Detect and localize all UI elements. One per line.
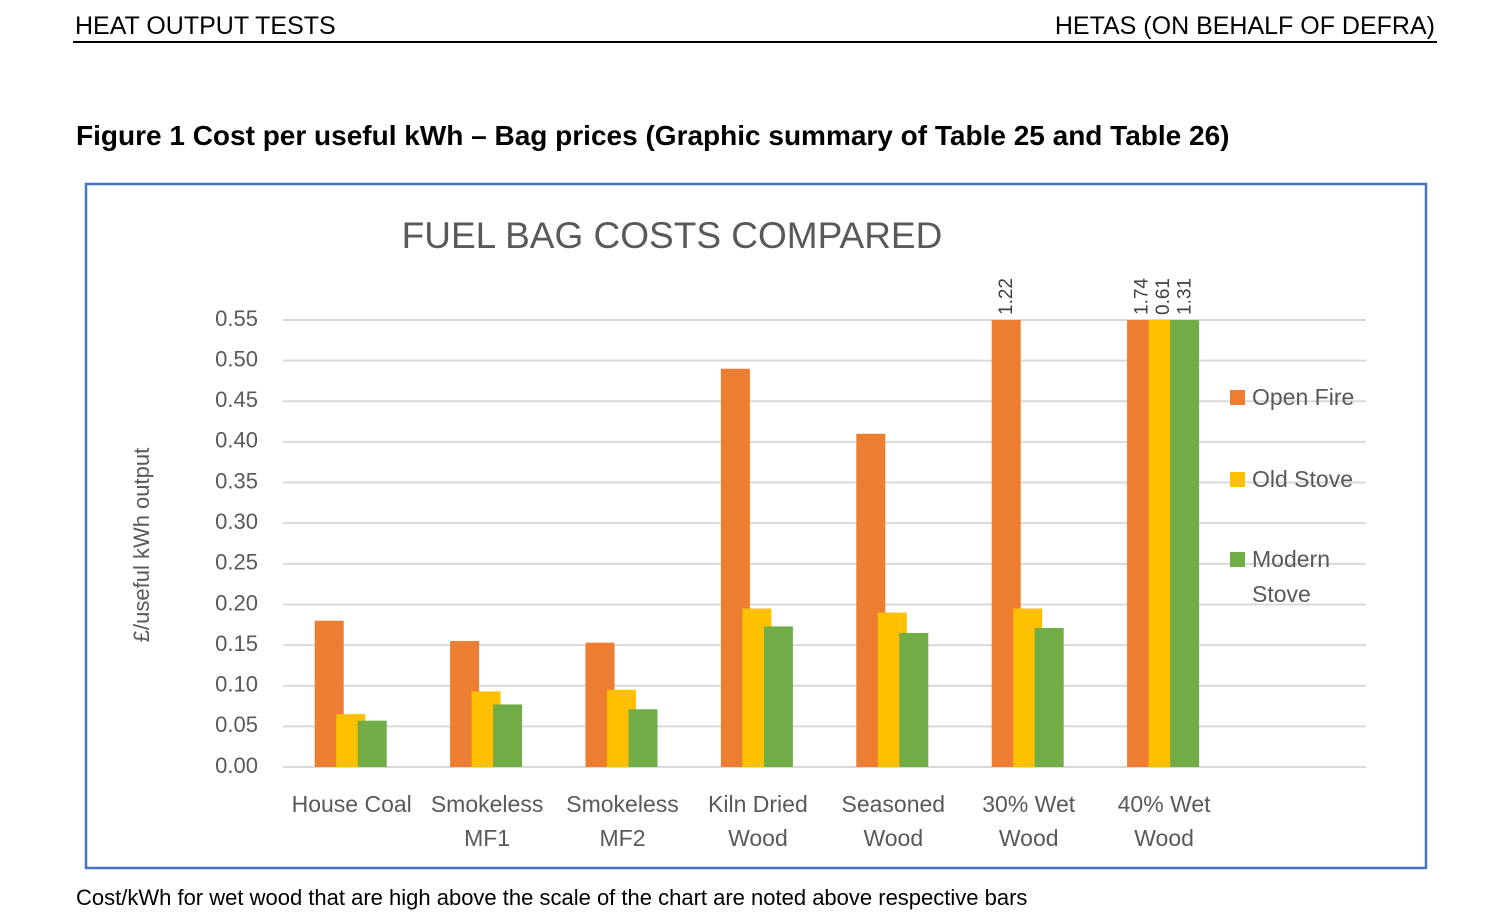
legend-swatch — [1230, 472, 1245, 487]
y-tick-label: 0.40 — [215, 428, 258, 453]
chart-title: FUEL BAG COSTS COMPARED — [402, 215, 943, 256]
bar — [357, 720, 387, 767]
y-tick-label: 0.55 — [215, 306, 258, 331]
x-tick-label: Wood — [999, 825, 1059, 851]
data-label: 1.22 — [996, 278, 1017, 315]
x-tick-label: Kiln Dried — [708, 791, 808, 817]
legend-item: Open Fire — [1230, 380, 1370, 415]
header-right: HETAS (ON BEHALF OF DEFRA) — [1054, 12, 1435, 40]
x-tick-label: House Coal — [292, 791, 412, 817]
y-tick-label: 0.20 — [215, 590, 258, 615]
bar — [1170, 320, 1200, 767]
y-axis-label: £/useful kWh output — [129, 448, 154, 642]
caption: Cost/kWh for wet wood that are high abov… — [76, 885, 1028, 910]
x-tick-label: Wood — [728, 825, 788, 851]
y-tick-label: 0.05 — [215, 712, 258, 737]
x-tick-label: Smokeless — [566, 791, 678, 817]
grid — [283, 319, 1366, 768]
bar — [628, 709, 658, 767]
x-tick-label: Wood — [863, 825, 923, 851]
y-tick-label: 0.50 — [215, 346, 258, 371]
x-tick-label: Smokeless — [431, 791, 543, 817]
x-tick-label: Seasoned — [842, 791, 946, 817]
y-tick-label: 0.25 — [215, 550, 258, 575]
bar — [899, 632, 929, 767]
header-rule — [73, 41, 1437, 43]
y-tick-label: 0.30 — [215, 509, 258, 534]
figure-title: Figure 1 Cost per useful kWh – Bag price… — [76, 120, 1230, 151]
legend-swatch — [1230, 552, 1245, 567]
x-tick-label: Wood — [1134, 825, 1194, 851]
data-label: 0.61 — [1153, 278, 1174, 315]
x-tick-label: 30% Wet — [982, 791, 1076, 817]
data-label: 1.74 — [1132, 278, 1153, 315]
y-tick-label: 0.10 — [215, 672, 258, 697]
bars — [314, 320, 1200, 768]
y-tick-label: 0.15 — [215, 631, 258, 656]
y-tick-label: 0.35 — [215, 468, 258, 493]
legend-item: Old Stove — [1230, 462, 1370, 497]
chart-frame — [84, 182, 1428, 870]
legend-swatch — [1230, 390, 1245, 405]
x-tick-label: MF1 — [464, 825, 510, 851]
x-tick-label: 40% Wet — [1118, 791, 1212, 817]
legend-label: Open Fire — [1252, 384, 1355, 410]
header-left: HEAT OUTPUT TESTS — [75, 12, 336, 40]
data-label: 1.31 — [1175, 278, 1196, 315]
bar — [1034, 628, 1064, 767]
x-tick-label: MF2 — [600, 825, 646, 851]
bar — [493, 704, 523, 767]
y-tick-label: 0.45 — [215, 387, 258, 412]
legend-label: Modern Stove — [1252, 546, 1330, 607]
legend-item: Modern Stove — [1230, 542, 1370, 612]
legend-label: Old Stove — [1252, 466, 1353, 492]
y-tick-label: 0.00 — [215, 753, 258, 778]
bar — [763, 626, 793, 767]
